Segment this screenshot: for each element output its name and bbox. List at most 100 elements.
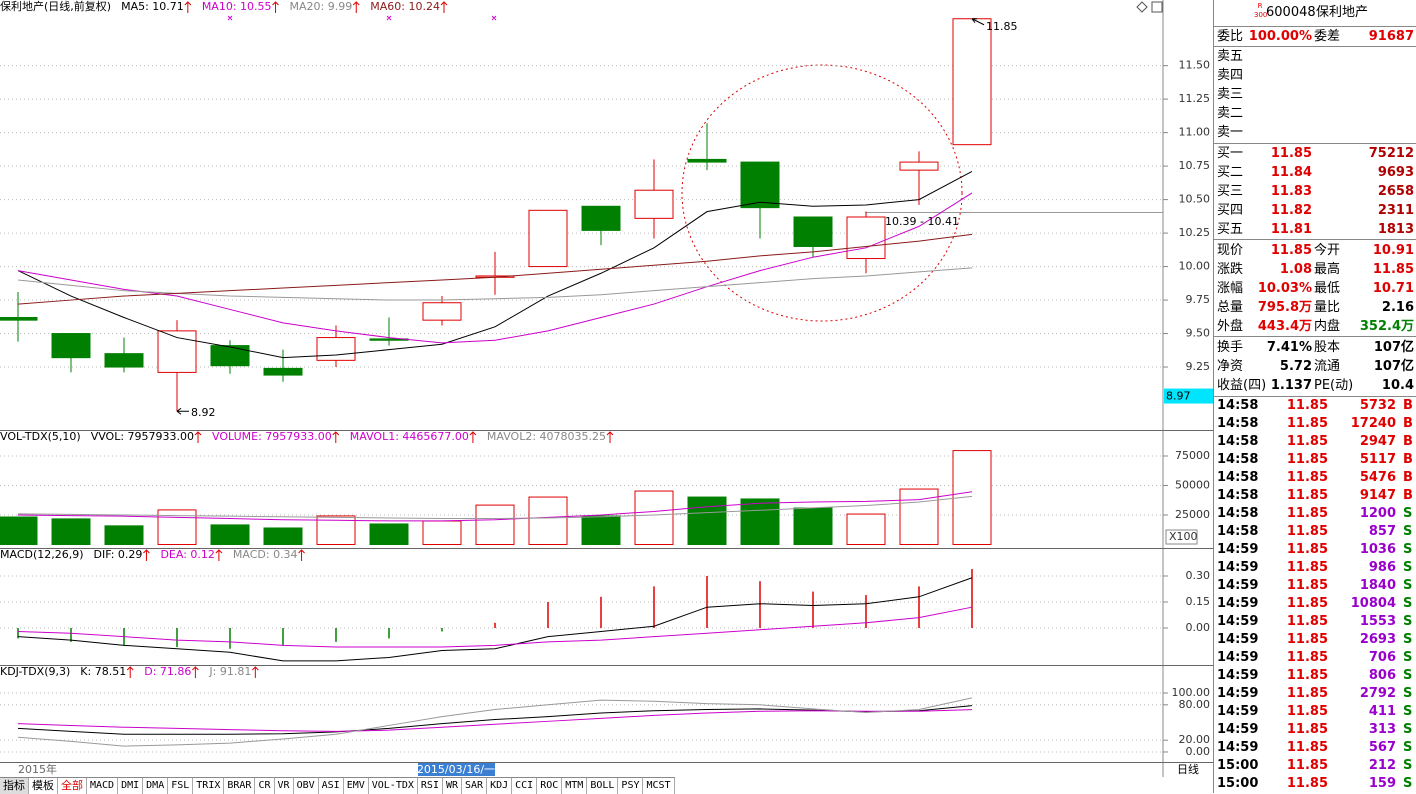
toolbar-tab[interactable]: WR — [443, 778, 463, 794]
value: 7.41% — [1266, 340, 1312, 355]
trade-side: S — [1403, 668, 1413, 683]
y-tick-label: 0.15 — [1186, 595, 1211, 608]
toolbar-tab[interactable]: ROC — [537, 778, 563, 794]
trade-price: 11.85 — [1286, 542, 1328, 557]
toolbar-tab[interactable]: TRIX — [193, 778, 225, 794]
y-tick-label: 9.75 — [1186, 293, 1211, 306]
trade-price: 11.85 — [1286, 776, 1328, 791]
value: 10.71 — [1372, 281, 1414, 296]
trade-price: 11.85 — [1286, 740, 1328, 755]
toolbar-tab[interactable]: VOL-TDX — [369, 778, 418, 794]
toolbar-tab[interactable]: 指标 — [0, 778, 29, 794]
panel-row: 卖三 — [1214, 85, 1416, 104]
toolbar-tab[interactable]: MCST — [643, 778, 675, 794]
separator — [1214, 239, 1416, 240]
toolbar-tab[interactable]: BRAR — [224, 778, 256, 794]
panel-row: 14:59 11.85 806 S — [1214, 667, 1416, 685]
trade-volume: 2792 — [1359, 686, 1396, 701]
panel-row: 卖二 — [1214, 104, 1416, 123]
toolbar-tab[interactable]: KDJ — [487, 778, 513, 794]
trade-side: S — [1403, 632, 1413, 647]
legend-arrow — [184, 1, 192, 13]
panel-row: 卖一 — [1214, 123, 1416, 142]
toolbar-tab[interactable]: RSI — [418, 778, 443, 794]
panel-row: 涨跌 1.08 最高 11.85 — [1214, 260, 1416, 279]
trade-side: S — [1403, 614, 1413, 629]
toolbar-tab[interactable]: 模板 — [29, 778, 58, 794]
volume-bar — [528, 496, 568, 546]
trade-side: S — [1403, 560, 1413, 575]
trade-side: B — [1403, 452, 1413, 467]
icon-square[interactable] — [1151, 1, 1163, 13]
trade-volume: 567 — [1368, 740, 1396, 755]
y-tick-label: 0.00 — [1186, 621, 1211, 634]
toolbar-tab[interactable]: VR — [275, 778, 294, 794]
label: 股本 — [1314, 340, 1341, 355]
panel-row: 14:58 11.85 2947 B — [1214, 433, 1416, 451]
y-tick-label: 9.25 — [1186, 360, 1211, 373]
legend-item: VVOL: 7957933.00 — [91, 430, 194, 443]
toolbar-tab[interactable]: MACD — [87, 778, 119, 794]
trade-price: 11.85 — [1286, 686, 1328, 701]
indicator-line — [17, 577, 973, 662]
toolbar-tab[interactable]: DMI — [118, 778, 144, 794]
separator — [1214, 46, 1416, 47]
panel-row: 14:59 11.85 986 S — [1214, 559, 1416, 577]
period-label: 日线 — [1177, 762, 1199, 776]
panel-row: 买五 11.81 1813 — [1214, 220, 1416, 239]
panel-row: 委比 100.00% 委差 91687 — [1214, 27, 1416, 46]
candle-body — [263, 367, 303, 376]
unit-box — [1165, 529, 1198, 545]
toolbar-tab[interactable]: ASI — [319, 778, 344, 794]
trade-time: 15:00 — [1217, 776, 1259, 791]
toolbar-tab[interactable]: MTM — [562, 778, 588, 794]
trade-volume: 9147 — [1359, 488, 1396, 503]
trade-side: S — [1403, 578, 1413, 593]
trade-volume: 411 — [1368, 704, 1396, 719]
toolbar-tab[interactable]: DMA — [143, 778, 169, 794]
toolbar-tab[interactable]: EMV — [344, 778, 369, 794]
y-tick-label: 0.30 — [1186, 569, 1211, 582]
toolbar-tab[interactable]: PSY — [618, 778, 644, 794]
label: PE(动) — [1314, 378, 1354, 393]
y-tick-label: 11.25 — [1179, 92, 1211, 105]
trade-volume: 986 — [1368, 560, 1396, 575]
trade-time: 14:59 — [1217, 722, 1259, 737]
indicator-line — [17, 709, 973, 732]
toolbar-tab[interactable]: CCI — [512, 778, 538, 794]
toolbar-tab[interactable]: CR — [255, 778, 275, 794]
buy-level: 买五 — [1217, 222, 1244, 237]
trade-time: 14:58 — [1217, 416, 1259, 431]
legend-arrow — [469, 431, 477, 443]
volume-bar — [51, 518, 91, 546]
toolbar-tab[interactable]: SAR — [462, 778, 488, 794]
label: 涨跌 — [1217, 262, 1244, 277]
separator — [1214, 336, 1416, 337]
indicator-line — [17, 491, 973, 522]
legend-arrow — [332, 431, 340, 443]
date-cursor-box — [418, 763, 495, 776]
trade-volume: 10804 — [1350, 596, 1396, 611]
trade-side: B — [1403, 398, 1413, 413]
icon-diamond[interactable] — [1136, 1, 1148, 13]
candle-body — [634, 189, 674, 219]
trade-volume: 2693 — [1359, 632, 1396, 647]
panel-row: 净资 5.72 流通 107亿 — [1214, 357, 1416, 376]
separator — [1214, 396, 1416, 397]
trade-price: 11.85 — [1286, 506, 1328, 521]
legend-item: MA60: 10.24 — [370, 0, 440, 13]
toolbar-tab[interactable]: FSL — [168, 778, 194, 794]
panel-row: 现价 11.85 今开 10.91 — [1214, 241, 1416, 260]
legend-arrow — [194, 431, 202, 443]
toolbar-tab[interactable]: 全部 — [58, 778, 87, 794]
candle-body — [846, 216, 886, 260]
label: 净资 — [1217, 359, 1244, 374]
toolbar-tab[interactable]: BOLL — [587, 778, 619, 794]
toolbar-tab[interactable]: OBV — [294, 778, 319, 794]
volume-bar — [263, 527, 303, 546]
volume-bar — [793, 507, 833, 546]
y-tick-label: 25000 — [1175, 508, 1210, 521]
legend-item: MA20: 9.99 — [290, 0, 353, 13]
buy-level: 买一 — [1217, 146, 1244, 161]
trade-price: 11.85 — [1286, 470, 1328, 485]
